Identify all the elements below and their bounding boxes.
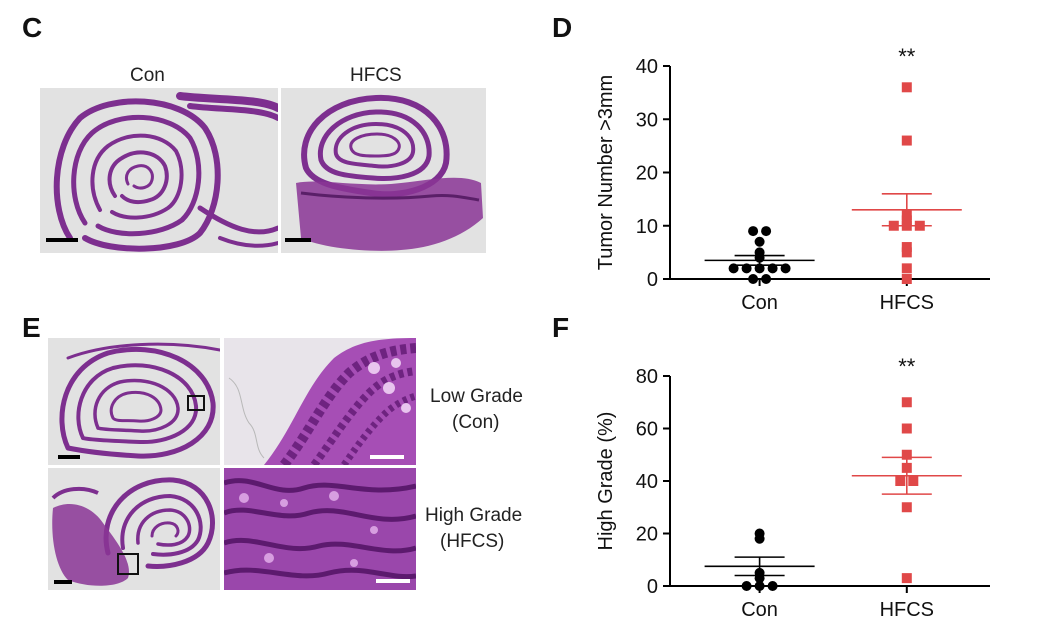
- y-tick-label: 20: [636, 163, 658, 185]
- histology-image-high-grade-overview: [48, 468, 220, 590]
- data-point-con: [754, 533, 765, 544]
- data-point-hfcs: [901, 423, 912, 434]
- histology-image-hfcs-swiss-roll: [281, 88, 486, 253]
- panel-c-label-con: Con: [130, 65, 165, 86]
- x-tick-label: Con: [741, 292, 778, 314]
- y-tick-label: 20: [636, 524, 658, 546]
- data-point-hfcs: [901, 247, 912, 258]
- panel-letter-c: C: [22, 12, 43, 43]
- y-tick-label: 10: [636, 216, 658, 238]
- panel-e-row2-label-line2: (HFCS): [440, 531, 505, 552]
- data-point-con: [754, 236, 765, 247]
- roi-box-low-grade: [187, 395, 205, 411]
- panel-e-row1-label-line2: (Con): [452, 412, 500, 433]
- data-point-con: [761, 226, 772, 237]
- panel-letter-e: E: [22, 312, 41, 343]
- data-point-con: [754, 581, 765, 591]
- x-tick-label: Con: [741, 599, 778, 621]
- data-point-hfcs: [895, 476, 906, 486]
- y-tick-label: 30: [636, 109, 658, 131]
- panel-letter-d: D: [552, 12, 573, 43]
- data-point-hfcs: [901, 242, 912, 253]
- data-point-hfcs: [901, 263, 912, 274]
- histology-image-con-swiss-roll: [40, 88, 278, 253]
- data-point-hfcs: [908, 476, 919, 486]
- x-tick-label: HFCS: [880, 292, 934, 314]
- panel-e-row2-label-line1: High Grade: [425, 505, 523, 526]
- y-tick-label: 60: [636, 419, 658, 441]
- data-point-hfcs: [901, 573, 912, 584]
- y-axis-label: High Grade (%): [595, 412, 617, 551]
- histology-image-low-grade-zoom: [224, 338, 416, 465]
- chart-d-tumor-number: 0 10 20 30 40 Tumor Number >3mm Con HFCS **: [595, 44, 990, 314]
- y-tick-label: 40: [636, 56, 658, 78]
- data-point-con: [748, 226, 759, 237]
- panel-e-row1-label-line1: Low Grade: [430, 386, 523, 407]
- x-tick-label: HFCS: [880, 599, 934, 621]
- data-point-hfcs: [901, 502, 912, 513]
- data-point-hfcs: [901, 82, 912, 93]
- histology-image-high-grade-zoom: [224, 468, 416, 590]
- data-point-con: [741, 581, 752, 591]
- significance-annotation: **: [898, 44, 916, 69]
- y-tick-label: 0: [647, 269, 658, 291]
- chart-f-high-grade: 0 20 40 60 80 High Grade (%) Con HFCS **: [595, 354, 990, 621]
- y-axis-label: Tumor Number >3mm: [595, 75, 617, 270]
- panel-c-label-hfcs: HFCS: [350, 65, 402, 86]
- histology-image-low-grade-overview: [48, 338, 220, 465]
- data-point-hfcs: [901, 135, 912, 146]
- panel-letter-f: F: [552, 312, 570, 343]
- data-point-con: [748, 274, 759, 284]
- y-tick-label: 0: [647, 576, 658, 598]
- roi-box-high-grade: [117, 553, 139, 575]
- significance-annotation: **: [898, 354, 916, 379]
- data-point-con: [767, 581, 778, 591]
- data-point-hfcs: [901, 397, 912, 408]
- data-point-hfcs: [901, 274, 912, 284]
- data-point-con: [761, 274, 772, 284]
- y-tick-label: 40: [636, 471, 658, 493]
- y-tick-label: 80: [636, 366, 658, 388]
- data-point-hfcs: [901, 449, 912, 460]
